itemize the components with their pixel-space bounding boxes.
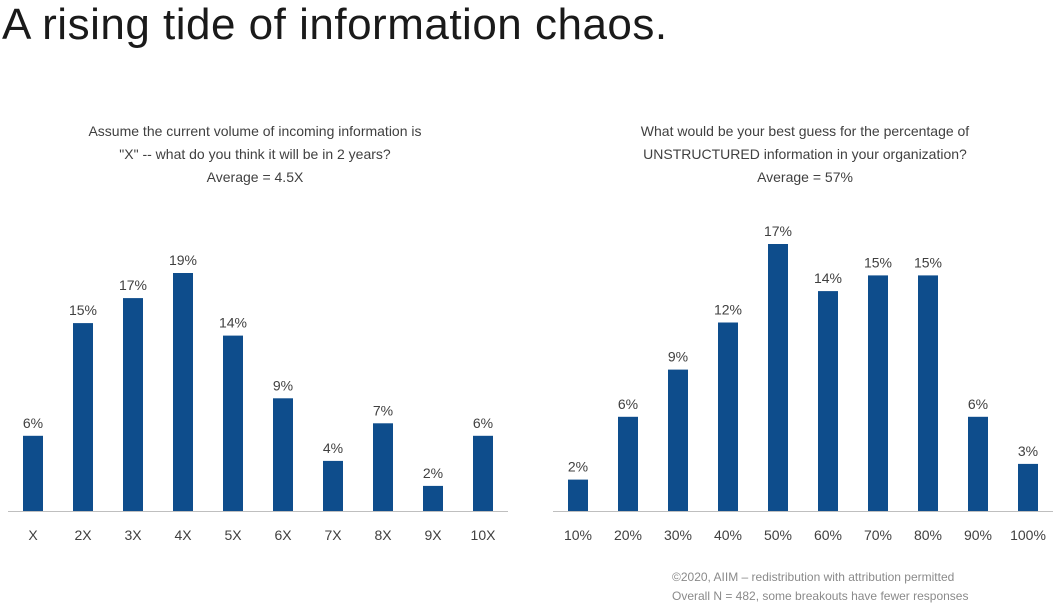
left-chart-title: Assume the current volume of incoming in… bbox=[15, 120, 495, 189]
left-category-label-2: 2X bbox=[74, 527, 92, 543]
right-bar-8 bbox=[918, 275, 938, 511]
right-bar-10 bbox=[1018, 463, 1038, 511]
left-bar-1 bbox=[23, 435, 43, 511]
copyright-footnote: ©2020, AIIM – redistribution with attrib… bbox=[672, 568, 968, 606]
right-value-label-1: 2% bbox=[568, 459, 588, 475]
left-bar-2 bbox=[73, 323, 93, 511]
right-bar-3 bbox=[668, 369, 688, 511]
right-category-label-1: 10% bbox=[564, 527, 592, 543]
left-value-label-1: 6% bbox=[23, 415, 43, 431]
right-category-label-2: 20% bbox=[614, 527, 642, 543]
right-category-label-5: 50% bbox=[764, 527, 792, 543]
left-value-label-3: 17% bbox=[119, 277, 147, 293]
right-chart-title-line-1: What would be your best guess for the pe… bbox=[640, 123, 970, 139]
left-value-label-2: 15% bbox=[69, 302, 97, 318]
left-bar-chart: 6% X 15% 2X 17% 3X 19% 4X 14% 5X 9% 6X 4% 7X 7% 8X 2% 9X 6… bbox=[8, 252, 508, 543]
right-value-label-7: 15% bbox=[864, 254, 892, 270]
right-category-label-10: 100% bbox=[1010, 527, 1046, 543]
left-category-label-3: 3X bbox=[124, 527, 142, 543]
left-value-label-5: 14% bbox=[219, 315, 247, 331]
left-bar-7 bbox=[323, 460, 343, 511]
left-category-label-7: 7X bbox=[324, 527, 342, 543]
left-bar-3 bbox=[123, 298, 143, 511]
right-bar-chart: 2% 10% 6% 20% 9% 30% 12% 40% 17% 50% 14% 60% 15% 70% 1… bbox=[553, 223, 1053, 543]
left-bar-10 bbox=[473, 435, 493, 511]
right-bar-5 bbox=[768, 244, 788, 511]
right-value-label-5: 17% bbox=[764, 223, 792, 239]
right-chart-title: What would be your best guess for the pe… bbox=[565, 120, 1045, 189]
right-category-label-7: 70% bbox=[864, 527, 892, 543]
left-value-label-6: 9% bbox=[273, 377, 293, 393]
right-category-label-4: 40% bbox=[714, 527, 742, 543]
left-bar-9 bbox=[423, 485, 443, 511]
footnote-line-1: ©2020, AIIM – redistribution with attrib… bbox=[672, 570, 955, 584]
right-chart-title-line-2: UNSTRUCTURED information in your organiz… bbox=[643, 146, 967, 162]
left-category-label-1: X bbox=[28, 527, 38, 543]
footnote-line-2: Overall N = 482, some breakouts have few… bbox=[672, 589, 969, 603]
left-category-label-8: 8X bbox=[374, 527, 392, 543]
left-value-label-8: 7% bbox=[373, 402, 393, 418]
left-category-label-9: 9X bbox=[424, 527, 442, 543]
left-chart-title-line-1: Assume the current volume of incoming in… bbox=[88, 123, 422, 139]
right-category-label-6: 60% bbox=[814, 527, 842, 543]
left-bar-4 bbox=[173, 273, 193, 511]
right-category-label-8: 80% bbox=[914, 527, 942, 543]
left-category-label-4: 4X bbox=[174, 527, 192, 543]
left-category-label-5: 5X bbox=[224, 527, 242, 543]
left-value-label-9: 2% bbox=[423, 465, 443, 481]
left-value-label-7: 4% bbox=[323, 440, 343, 456]
left-category-label-6: 6X bbox=[274, 527, 292, 543]
right-value-label-10: 3% bbox=[1018, 443, 1038, 459]
left-value-label-10: 6% bbox=[473, 415, 493, 431]
right-value-label-3: 9% bbox=[668, 349, 688, 365]
right-bar-1 bbox=[568, 479, 588, 511]
right-bar-7 bbox=[868, 275, 888, 511]
right-value-label-6: 14% bbox=[814, 270, 842, 286]
left-bar-5 bbox=[223, 335, 243, 511]
left-category-label-10: 10X bbox=[471, 527, 497, 543]
right-bar-4 bbox=[718, 322, 738, 511]
right-value-label-2: 6% bbox=[618, 396, 638, 412]
left-chart-title-line-3: Average = 4.5X bbox=[206, 169, 304, 185]
right-value-label-9: 6% bbox=[968, 396, 988, 412]
right-bar-9 bbox=[968, 416, 988, 511]
right-category-label-3: 30% bbox=[664, 527, 692, 543]
right-value-label-8: 15% bbox=[914, 254, 942, 270]
right-bar-6 bbox=[818, 291, 838, 511]
left-bar-6 bbox=[273, 398, 293, 511]
right-bar-2 bbox=[618, 416, 638, 511]
left-value-label-4: 19% bbox=[169, 252, 197, 268]
left-bar-8 bbox=[373, 423, 393, 511]
right-chart-title-line-3: Average = 57% bbox=[757, 169, 853, 185]
left-chart-title-line-2: "X" -- what do you think it will be in 2… bbox=[119, 146, 391, 162]
slide-title: A rising tide of information chaos. bbox=[2, 0, 668, 49]
right-value-label-4: 12% bbox=[714, 302, 742, 318]
right-category-label-9: 90% bbox=[964, 527, 992, 543]
